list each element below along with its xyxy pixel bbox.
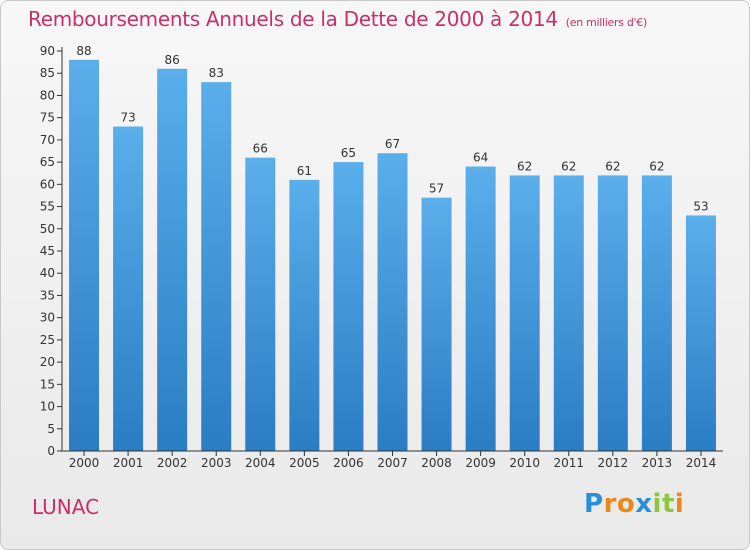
bar-value-label: 64 xyxy=(473,151,488,165)
bar-2004 xyxy=(245,157,276,451)
y-tick-label: 50 xyxy=(40,222,55,236)
x-tick-label: 2004 xyxy=(245,456,276,470)
x-tick-label: 2003 xyxy=(201,456,232,470)
y-tick-label: 25 xyxy=(40,333,55,347)
chart-title-text: Remboursements Annuels de la Dette de 20… xyxy=(28,7,558,31)
y-tick-label: 10 xyxy=(40,400,55,414)
x-tick-label: 2014 xyxy=(686,456,717,470)
x-tick-label: 2000 xyxy=(69,456,100,470)
bar-value-label: 62 xyxy=(649,159,664,173)
bar-2013 xyxy=(641,175,672,451)
bar-value-label: 73 xyxy=(120,111,135,125)
bar-2001 xyxy=(113,126,144,452)
y-tick-label: 60 xyxy=(40,177,55,191)
y-tick-label: 65 xyxy=(40,155,55,169)
unit-note: (en milliers d'€) xyxy=(565,16,647,29)
bar-value-label: 83 xyxy=(209,66,224,80)
x-tick-label: 2009 xyxy=(465,456,496,470)
bar-value-label: 88 xyxy=(76,44,91,58)
bar-2012 xyxy=(597,175,628,451)
y-tick-label: 55 xyxy=(40,200,55,214)
y-tick-label: 85 xyxy=(40,66,55,80)
bar-2010 xyxy=(509,175,540,451)
bar-2006 xyxy=(333,162,364,451)
y-tick-label: 75 xyxy=(40,111,55,125)
bar-2014 xyxy=(685,215,716,451)
y-tick-label: 15 xyxy=(40,377,55,391)
bar-value-label: 62 xyxy=(605,159,620,173)
bar-value-label: 53 xyxy=(693,199,708,213)
y-tick-label: 45 xyxy=(40,244,55,258)
y-tick-label: 40 xyxy=(40,266,55,280)
bar-value-label: 57 xyxy=(429,182,444,196)
x-tick-label: 2008 xyxy=(421,456,452,470)
x-tick-label: 2011 xyxy=(553,456,584,470)
bar-value-label: 86 xyxy=(165,53,180,67)
bar-2005 xyxy=(289,179,320,451)
y-tick-label: 80 xyxy=(40,88,55,102)
bar-value-label: 62 xyxy=(561,159,576,173)
x-tick-label: 2006 xyxy=(333,456,364,470)
bar-value-label: 62 xyxy=(517,159,532,173)
x-tick-label: 2005 xyxy=(289,456,320,470)
bar-2008 xyxy=(421,197,452,451)
axes-group: 0 5 10 15 20 25 30 35 40 45 50 55 60 65 70 75 80 85 90 2000… xyxy=(40,44,723,470)
x-tick-label: 2002 xyxy=(157,456,188,470)
bar-value-label: 61 xyxy=(297,164,312,178)
bar-value-label: 65 xyxy=(341,146,356,160)
x-tick-label: 2013 xyxy=(642,456,673,470)
bar-2003 xyxy=(201,82,232,451)
y-tick-label: 90 xyxy=(40,44,55,58)
x-tick-label: 2007 xyxy=(377,456,408,470)
bar-2009 xyxy=(465,166,496,452)
bar-value-label: 67 xyxy=(385,137,400,151)
y-tick-label: 35 xyxy=(40,288,55,302)
bar-2000 xyxy=(69,59,100,452)
bar-value-label: 66 xyxy=(253,142,268,156)
chart-title: Remboursements Annuels de la Dette de 20… xyxy=(28,7,647,31)
y-tick-label: 5 xyxy=(47,422,55,436)
y-tick-label: 20 xyxy=(40,355,55,369)
commune-name: LUNAC xyxy=(32,495,100,519)
bars-group: 88 73 86 83 66 61 65 67 57 64 62 62 62 62 53 xyxy=(69,44,716,452)
y-tick-label: 30 xyxy=(40,311,55,325)
y-tick-label: 0 xyxy=(47,444,55,458)
x-tick-label: 2012 xyxy=(598,456,629,470)
bar-2007 xyxy=(377,153,408,451)
bar-2002 xyxy=(157,68,188,452)
x-tick-label: 2010 xyxy=(509,456,540,470)
y-tick-label: 70 xyxy=(40,133,55,147)
bar-2011 xyxy=(553,175,584,451)
proxiti-logo: Proxiti xyxy=(584,489,685,519)
x-tick-label: 2001 xyxy=(113,456,144,470)
